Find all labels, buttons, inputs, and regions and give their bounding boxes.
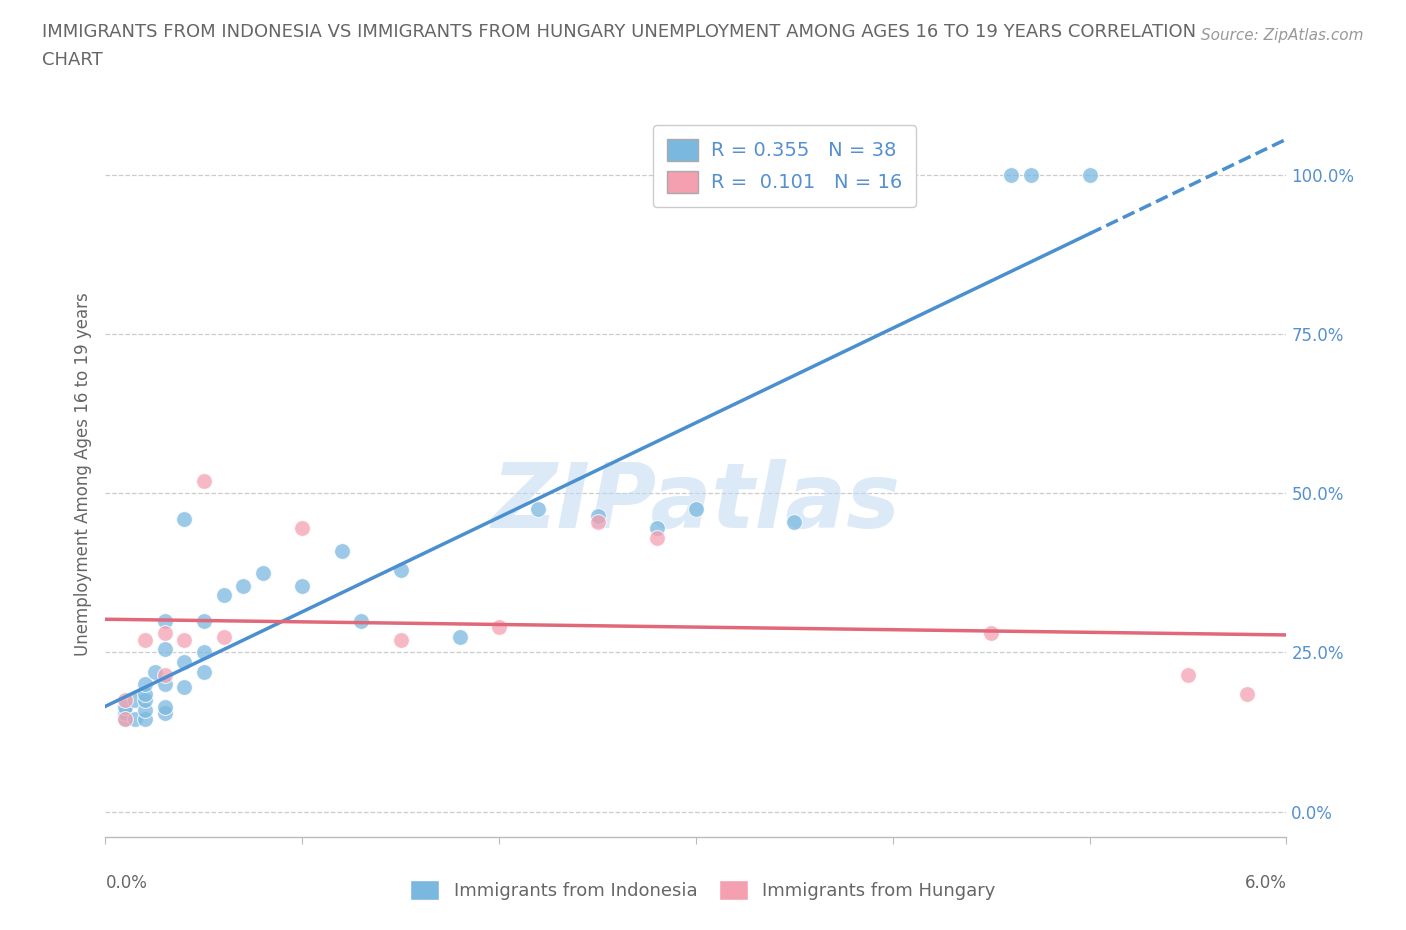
Point [232,578,254,593]
Point [291,521,314,536]
Point [193,664,215,679]
Point [783,514,806,529]
Point [124,711,146,726]
Point [134,677,156,692]
Point [153,642,176,657]
Text: ZIPatlas: ZIPatlas [492,459,900,548]
Point [645,521,668,536]
Point [193,473,215,488]
Y-axis label: Unemployment Among Ages 16 to 19 years: Unemployment Among Ages 16 to 19 years [73,292,91,657]
Point [153,613,176,628]
Point [527,502,550,517]
Text: 6.0%: 6.0% [1244,874,1286,892]
Text: IMMIGRANTS FROM INDONESIA VS IMMIGRANTS FROM HUNGARY UNEMPLOYMENT AMONG AGES 16 : IMMIGRANTS FROM INDONESIA VS IMMIGRANTS … [42,23,1197,41]
Point [134,686,156,701]
Point [645,530,668,545]
Point [291,578,314,593]
Text: 0.0%: 0.0% [105,874,148,892]
Point [153,626,176,641]
Point [488,619,510,634]
Point [134,702,156,717]
Point [586,514,609,529]
Point [1177,668,1199,683]
Point [1019,167,1042,182]
Point [153,706,176,721]
Point [153,668,176,683]
Point [1236,686,1258,701]
Legend: R = 0.355   N = 38, R =  0.101   N = 16: R = 0.355 N = 38, R = 0.101 N = 16 [652,125,917,206]
Point [193,613,215,628]
Point [212,629,235,644]
Point [685,502,707,517]
Point [389,632,412,647]
Point [980,626,1002,641]
Point [389,563,412,578]
Point [1078,167,1101,182]
Point [1000,167,1022,182]
Point [330,543,353,558]
Point [173,632,195,647]
Point [173,680,195,695]
Point [134,711,156,726]
Point [114,711,136,726]
Point [193,645,215,660]
Legend: Immigrants from Indonesia, Immigrants from Hungary: Immigrants from Indonesia, Immigrants fr… [404,872,1002,907]
Point [114,711,136,726]
Point [153,677,176,692]
Point [449,629,471,644]
Point [153,699,176,714]
Point [143,664,166,679]
Point [212,588,235,603]
Point [114,699,136,714]
Point [350,613,373,628]
Point [114,706,136,721]
Point [173,655,195,670]
Text: Source: ZipAtlas.com: Source: ZipAtlas.com [1201,28,1364,43]
Point [124,693,146,708]
Point [114,693,136,708]
Point [173,512,195,526]
Point [134,693,156,708]
Point [586,508,609,523]
Point [252,565,274,580]
Text: CHART: CHART [42,51,103,69]
Point [134,632,156,647]
